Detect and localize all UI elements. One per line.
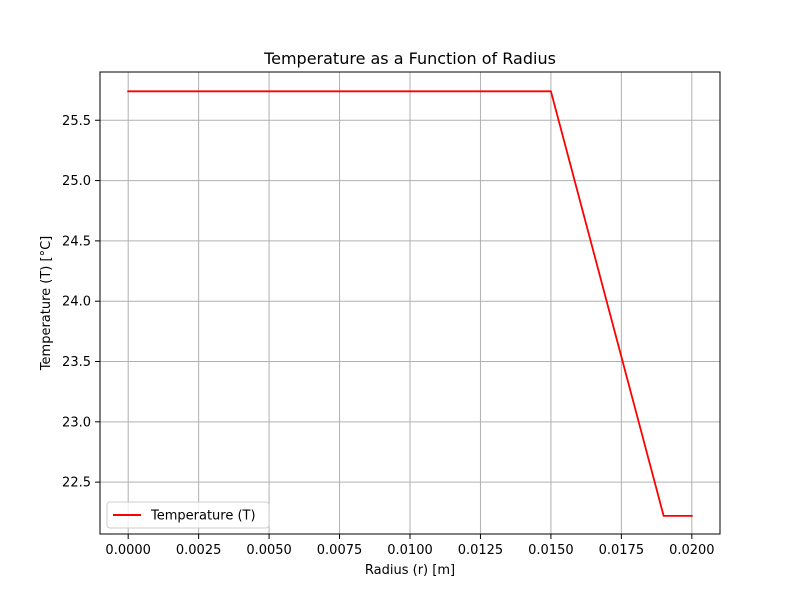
y-tick-label: 23.0 <box>62 415 91 430</box>
x-tick-label: 0.0150 <box>528 543 574 558</box>
series-layer <box>127 90 693 517</box>
y-tick-label: 23.5 <box>62 355 91 370</box>
y-tick-label: 24.0 <box>62 295 91 310</box>
y-tick-label: 22.5 <box>62 476 91 491</box>
y-tick-label: 24.5 <box>62 234 91 249</box>
x-tick-label: 0.0025 <box>176 543 222 558</box>
x-tick-label: 0.0050 <box>246 543 292 558</box>
chart-title: Temperature as a Function of Radius <box>263 49 556 68</box>
x-axis-ticks: 0.0000 0.0025 0.0050 0.0075 0.0100 0.0125 0.01… <box>105 534 715 558</box>
y-axis-label: Temperature (T) [°C] <box>39 236 54 371</box>
legend-label: Temperature (T) <box>150 509 256 524</box>
series-line-temperature <box>127 90 693 517</box>
x-tick-label: 0.0100 <box>387 543 433 558</box>
x-tick-label: 0.0075 <box>317 543 363 558</box>
y-axis-ticks: 22.5 23.0 23.5 24.0 24.5 25.0 25.5 <box>62 114 100 491</box>
x-tick-label: 0.0125 <box>458 543 504 558</box>
x-tick-label: 0.0200 <box>669 543 715 558</box>
x-tick-label: 0.0175 <box>599 543 645 558</box>
x-axis-label: Radius (r) [m] <box>365 563 455 578</box>
x-tick-label: 0.0000 <box>105 543 151 558</box>
grid-lines <box>100 72 720 534</box>
y-tick-label: 25.5 <box>62 114 91 129</box>
legend: Temperature (T) <box>106 501 270 529</box>
legend-box <box>106 501 270 529</box>
y-tick-label: 25.0 <box>62 174 91 189</box>
